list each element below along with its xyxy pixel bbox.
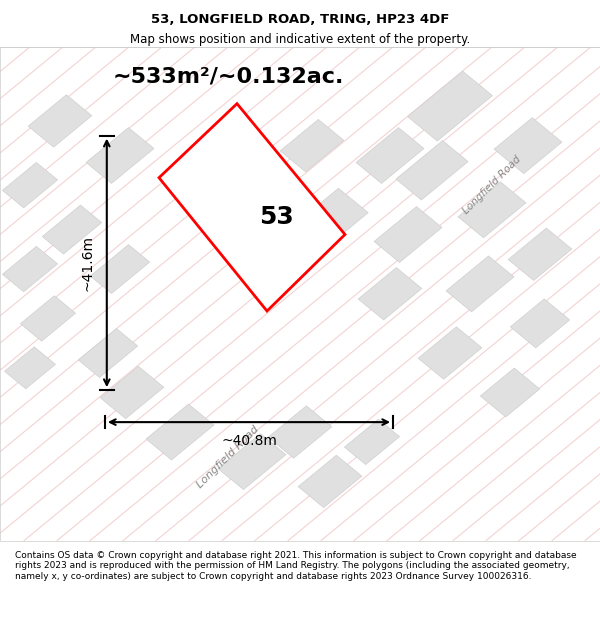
- Polygon shape: [280, 119, 344, 172]
- Polygon shape: [494, 118, 562, 174]
- Polygon shape: [458, 182, 526, 238]
- Polygon shape: [418, 327, 482, 379]
- Polygon shape: [2, 162, 58, 208]
- Polygon shape: [91, 244, 149, 294]
- Polygon shape: [396, 141, 468, 200]
- Polygon shape: [298, 455, 362, 508]
- Polygon shape: [20, 296, 76, 341]
- Text: Longfield Road: Longfield Road: [195, 424, 261, 489]
- Text: ~533m²/~0.132ac.: ~533m²/~0.132ac.: [112, 67, 344, 87]
- Text: Contains OS data © Crown copyright and database right 2021. This information is : Contains OS data © Crown copyright and d…: [15, 551, 577, 581]
- Polygon shape: [407, 71, 493, 141]
- Text: 53, LONGFIELD ROAD, TRING, HP23 4DF: 53, LONGFIELD ROAD, TRING, HP23 4DF: [151, 13, 449, 26]
- Text: Longfield Road: Longfield Road: [461, 154, 523, 216]
- Polygon shape: [511, 299, 569, 348]
- Polygon shape: [292, 188, 368, 251]
- Polygon shape: [86, 127, 154, 183]
- Polygon shape: [481, 368, 539, 417]
- Polygon shape: [344, 419, 400, 464]
- Polygon shape: [218, 434, 286, 489]
- Polygon shape: [356, 127, 424, 183]
- Polygon shape: [508, 228, 572, 281]
- Polygon shape: [268, 406, 332, 458]
- Text: 53: 53: [259, 204, 293, 229]
- Text: ~40.8m: ~40.8m: [221, 434, 277, 449]
- Polygon shape: [43, 205, 101, 254]
- Polygon shape: [2, 246, 58, 292]
- Polygon shape: [374, 207, 442, 262]
- Polygon shape: [100, 366, 164, 419]
- Polygon shape: [28, 95, 92, 147]
- Polygon shape: [5, 347, 55, 389]
- Polygon shape: [146, 404, 214, 460]
- Polygon shape: [358, 268, 422, 320]
- Polygon shape: [446, 256, 514, 312]
- Text: Map shows position and indicative extent of the property.: Map shows position and indicative extent…: [130, 32, 470, 46]
- Text: ~41.6m: ~41.6m: [81, 235, 95, 291]
- Polygon shape: [79, 329, 137, 378]
- Polygon shape: [159, 104, 345, 311]
